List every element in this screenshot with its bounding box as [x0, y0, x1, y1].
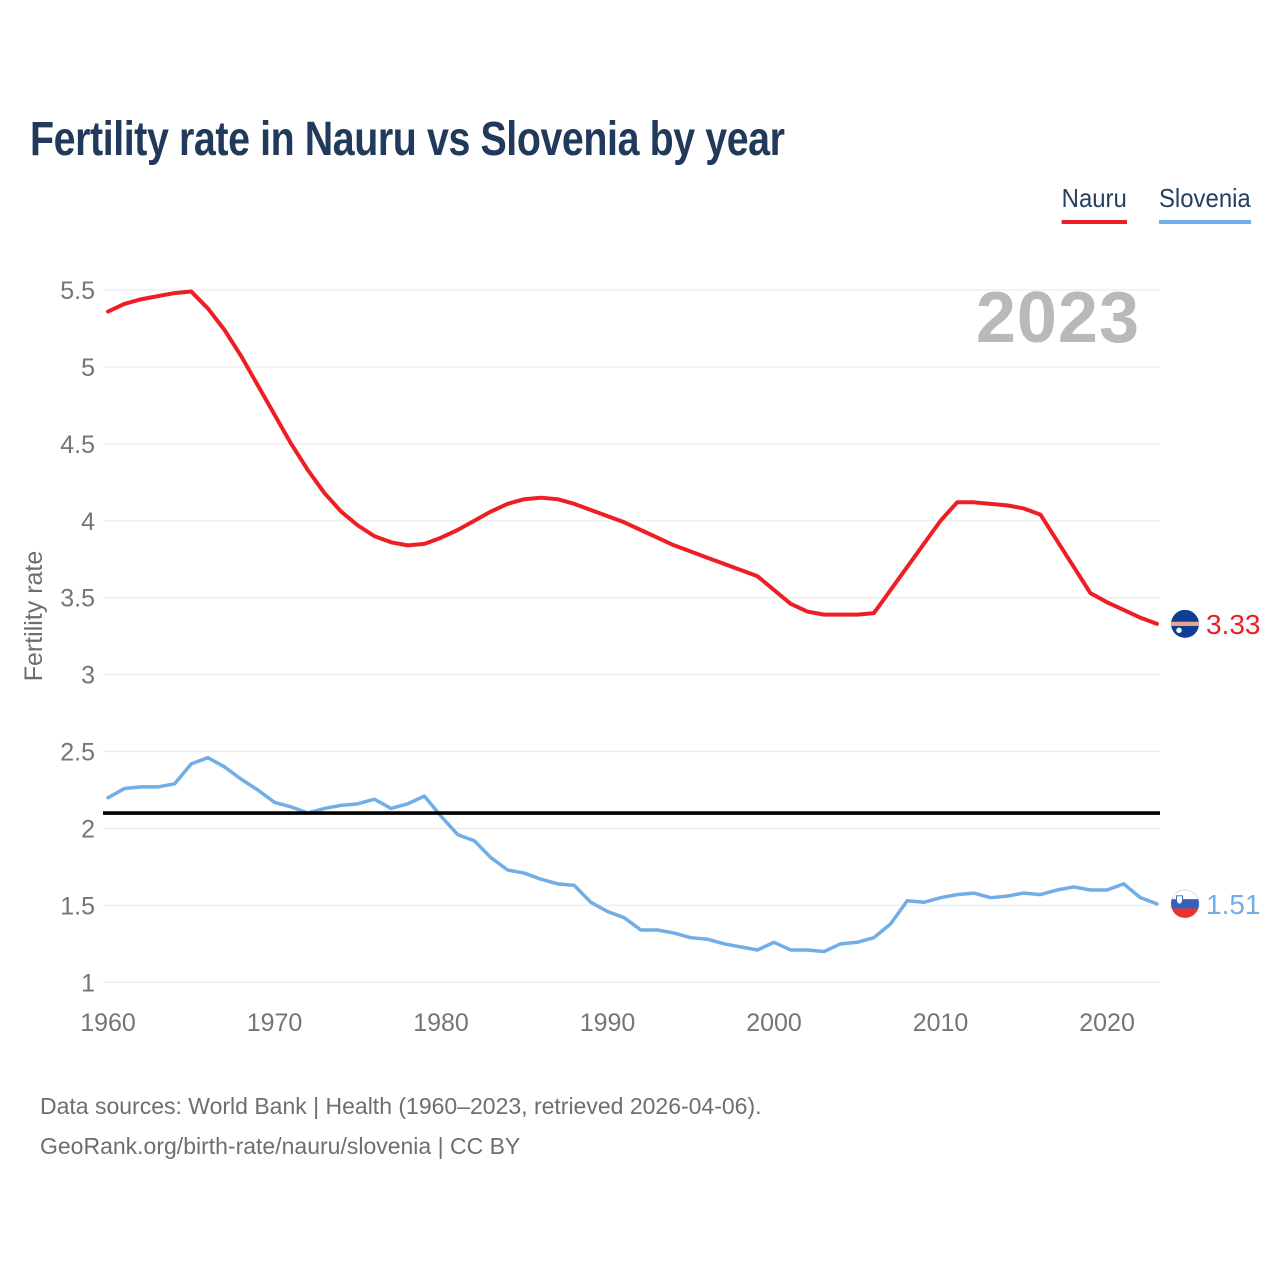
legend-item-slovenia[interactable]: Slovenia: [1159, 183, 1251, 224]
nauru-line[interactable]: [106, 289, 1159, 626]
x-tick-2020: 2020: [1079, 1009, 1135, 1037]
y-tick-5.5: 5.5: [60, 277, 95, 305]
legend-item-nauru[interactable]: Nauru: [1062, 183, 1128, 224]
legend: Nauru Slovenia: [1056, 183, 1251, 224]
x-tick-1990: 1990: [580, 1009, 636, 1037]
footer-attribution: GeoRank.org/birth-rate/nauru/slovenia | …: [40, 1133, 521, 1159]
x-tick-2000: 2000: [746, 1009, 802, 1037]
y-tick-2: 2: [81, 815, 95, 843]
nauru-end-value: 3.33: [1206, 609, 1261, 640]
y-tick-4: 4: [81, 508, 95, 536]
y-axis-title: Fertility rate: [20, 551, 48, 682]
footer-data-sources: Data sources: World Bank | Health (1960–…: [40, 1093, 762, 1119]
y-tick-3: 3: [81, 662, 95, 690]
x-tick-1960: 1960: [80, 1009, 136, 1037]
slovenia-end-value: 1.51: [1206, 889, 1261, 920]
y-tick-3.5: 3.5: [60, 585, 95, 613]
slovenia-line[interactable]: [106, 755, 1159, 954]
y-tick-4.5: 4.5: [60, 431, 95, 459]
x-tick-1970: 1970: [247, 1009, 303, 1037]
x-tick-1980: 1980: [413, 1009, 469, 1037]
y-tick-1: 1: [81, 969, 95, 997]
nauru-flag-icon: [1171, 609, 1199, 638]
y-tick-1.5: 1.5: [60, 892, 95, 920]
y-tick-2.5: 2.5: [60, 739, 95, 767]
x-tick-2010: 2010: [913, 1009, 969, 1037]
year-watermark: 2023: [975, 278, 1140, 358]
footer: Data sources: World Bank | Health (1960–…: [40, 1086, 762, 1166]
slovenia-flag-icon: [1170, 889, 1200, 919]
page-title: Fertility rate in Nauru vs Slovenia by y…: [30, 113, 785, 166]
y-tick-5: 5: [81, 354, 95, 382]
